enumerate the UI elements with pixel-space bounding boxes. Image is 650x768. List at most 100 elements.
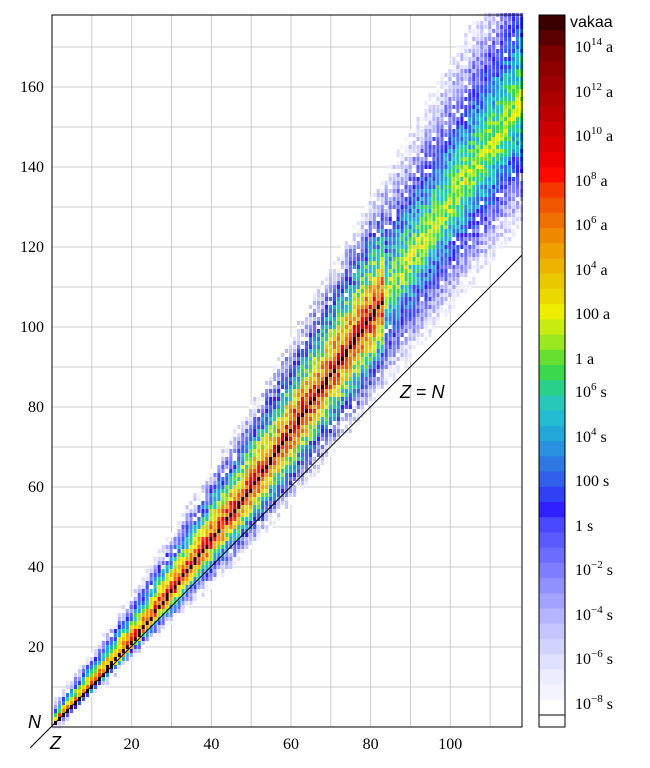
nuclide-cell: [332, 305, 336, 309]
nuclide-cell: [512, 53, 516, 57]
nuclide-cell: [304, 437, 309, 441]
nuclide-cell: [464, 89, 468, 93]
nuclide-cell: [472, 89, 476, 93]
nuclide-cell: [460, 237, 464, 241]
nuclide-cell: [356, 361, 360, 365]
nuclide-cell: [432, 257, 436, 261]
nuclide-cell: [141, 641, 145, 645]
nuclide-cell: [480, 73, 484, 77]
nuclide-cell: [392, 197, 396, 201]
nuclide-cell: [149, 617, 153, 621]
nuclide-cell: [253, 409, 257, 413]
nuclide-cell: [292, 437, 297, 441]
nuclide-cell: [484, 261, 488, 265]
nuclide-cell: [344, 389, 348, 393]
nuclide-cell: [400, 365, 404, 369]
nuclide-cell: [384, 293, 388, 297]
nuclide-cell: [344, 289, 348, 293]
nuclide-cell: [352, 229, 356, 233]
nuclide-cell: [468, 77, 472, 81]
nuclide-cell: [384, 253, 388, 257]
nuclide-cell: [257, 461, 261, 465]
nuclide-cell: [364, 305, 368, 309]
nuclide-cell: [229, 565, 233, 569]
nuclide-cell: [436, 125, 440, 129]
nuclide-cell: [376, 213, 380, 217]
nuclide-cell: [412, 161, 416, 165]
nuclide-cell: [460, 181, 464, 185]
nuclide-cell: [348, 237, 352, 241]
nuclide-cell: [193, 513, 197, 517]
nuclide-cell: [428, 121, 432, 125]
nuclide-cell: [516, 189, 520, 193]
nuclide-cell: [157, 577, 161, 581]
nuclide-cell: [364, 369, 368, 373]
nuclide-cell: [209, 521, 213, 525]
nuclide-cell: [504, 81, 508, 85]
nuclide-cell: [376, 189, 380, 193]
nuclide-cell: [384, 277, 388, 281]
nuclide-cell: [480, 181, 484, 185]
nuclide-cell: [181, 525, 185, 529]
nuclide-cell: [404, 273, 408, 277]
nuclide-cell: [380, 297, 384, 301]
nuclide-cell: [392, 309, 396, 313]
nuclide-cell: [85, 685, 90, 689]
nuclide-cell: [432, 265, 436, 269]
nuclide-cell: [360, 245, 364, 249]
nuclide-cell: [336, 353, 340, 357]
nuclide-cell: [488, 177, 492, 181]
nuclide-cell: [273, 449, 277, 453]
nuclide-cell: [364, 405, 368, 409]
nuclide-cell: [516, 81, 520, 85]
nuclide-cell: [448, 193, 452, 197]
nuclide-cell: [412, 133, 416, 137]
nuclide-cell: [336, 269, 340, 273]
nuclide-cell: [492, 85, 496, 89]
nuclide-cell: [81, 669, 86, 673]
nuclide-cell: [193, 545, 197, 549]
nuclide-cell: [512, 157, 516, 161]
x-axis-letter: Z: [49, 733, 62, 753]
nuclide-cell: [332, 333, 336, 337]
nuclide-cell: [492, 65, 496, 69]
nuclide-cell: [512, 129, 516, 133]
nuclide-cell: [476, 73, 480, 77]
nuclide-cell: [484, 97, 488, 101]
nuclide-cell: [496, 141, 500, 145]
nuclide-cell: [105, 649, 109, 653]
nuclide-cell: [81, 689, 86, 693]
nuclide-cell: [296, 385, 301, 389]
nuclide-cell: [348, 293, 352, 297]
nuclide-cell: [308, 401, 313, 405]
nuclide-cell: [384, 221, 388, 225]
nuclide-cell: [157, 629, 161, 633]
nuclide-cell: [404, 261, 408, 265]
nuclide-cell: [241, 469, 245, 473]
nuclide-cell: [416, 153, 420, 157]
nuclide-cell: [189, 533, 193, 537]
nuclide-cell: [428, 145, 432, 149]
nuclide-cell: [316, 297, 321, 301]
nuclide-cell: [372, 361, 376, 365]
nuclide-cell: [504, 213, 508, 217]
nuclide-cell: [265, 517, 269, 521]
nuclide-cell: [233, 561, 237, 565]
nuclide-cell: [408, 273, 412, 277]
nuclide-cell: [480, 185, 484, 189]
nuclide-cell: [500, 81, 504, 85]
nuclide-cell: [185, 529, 189, 533]
nuclide-cell: [225, 521, 229, 525]
nuclide-cell: [408, 261, 412, 265]
nuclide-cell: [388, 349, 392, 353]
nuclide-cell: [245, 441, 249, 445]
nuclide-cell: [444, 289, 448, 293]
nuclide-cell: [484, 101, 488, 105]
nuclide-cell: [428, 125, 432, 129]
nuclide-cell: [468, 261, 472, 265]
nuclide-cell: [253, 493, 257, 497]
nuclide-cell: [312, 381, 317, 385]
nuclide-cell: [237, 425, 241, 429]
nuclide-cell: [173, 609, 177, 613]
nuclide-cell: [273, 365, 277, 369]
